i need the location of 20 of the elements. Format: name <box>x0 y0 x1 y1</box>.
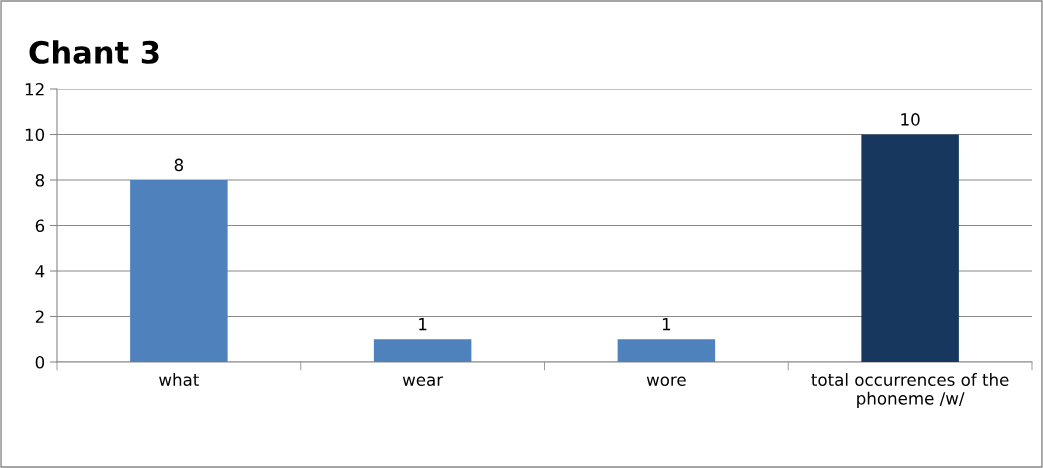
y-tick-label: 2 <box>35 310 44 323</box>
x-tick-label: wore <box>646 376 686 387</box>
data-label: 1 <box>419 318 427 331</box>
data-label: 10 <box>901 113 920 126</box>
bar <box>861 134 959 362</box>
x-tick-label: total occurrences of the phoneme /w/ <box>811 373 1009 408</box>
chart-title: Chant 3 <box>29 40 159 64</box>
y-tick-label: 6 <box>35 219 45 233</box>
bar <box>130 180 228 362</box>
y-tick-label: 4 <box>35 265 45 278</box>
x-tick-label: what <box>159 373 199 387</box>
y-tick-label: 12 <box>25 82 44 96</box>
data-label: 1 <box>662 318 671 331</box>
bar <box>373 339 472 362</box>
bar <box>617 339 716 362</box>
y-tick-label: 0 <box>35 355 45 369</box>
x-tick-label: wear <box>402 376 444 387</box>
y-tick-label: 8 <box>35 173 45 187</box>
data-label: 8 <box>174 158 184 172</box>
y-tick-label: 10 <box>25 128 45 142</box>
